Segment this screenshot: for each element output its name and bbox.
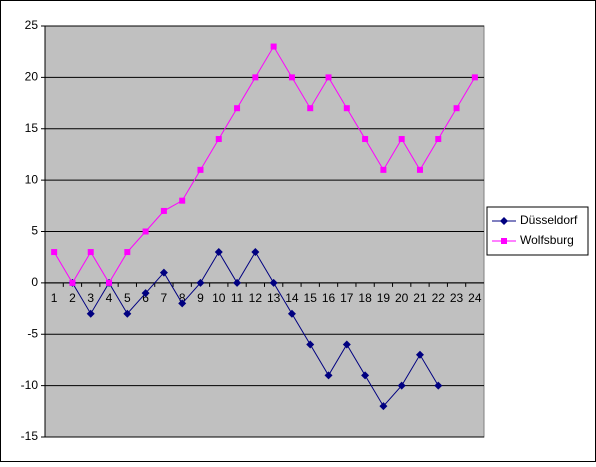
data-point [269,278,278,287]
data-point [51,249,58,256]
data-point [142,228,149,235]
y-tick-label: 15 [25,121,39,135]
x-tick-label: 4 [106,291,113,305]
data-point [215,136,222,143]
x-tick-label: 17 [340,291,354,305]
data-point [197,166,204,173]
x-tick-label: 1 [51,291,58,305]
x-tick-label: 19 [377,291,391,305]
x-tick-label: 12 [249,291,263,305]
data-point [342,340,351,349]
x-tick-label: 24 [468,291,482,305]
data-point [178,299,187,308]
data-point [86,309,95,318]
y-tick-label: -10 [21,378,39,392]
data-point [123,309,132,318]
data-point [252,74,259,81]
data-point [251,248,260,257]
x-tick-label: 11 [231,291,244,305]
y-tick-label: -15 [21,429,39,443]
x-tick-label: 21 [413,291,427,305]
data-point [434,381,443,390]
data-point [141,289,150,298]
data-point [106,279,113,286]
legend-marker [501,238,507,244]
data-point [379,402,388,411]
data-point [179,197,186,204]
x-tick-label: 16 [322,291,336,305]
data-point [124,249,131,256]
data-point [287,309,296,318]
data-point [196,278,205,287]
legend-box [486,206,589,256]
x-tick-label: 7 [161,291,168,305]
x-tick-label: 6 [142,291,149,305]
data-point [343,105,350,112]
data-point [324,371,333,380]
y-tick-label: 5 [31,224,38,238]
x-tick-label: 14 [285,291,299,305]
data-point [270,43,277,50]
x-tick-label: 2 [69,291,76,305]
data-point [288,74,295,81]
data-point [398,136,405,143]
data-point [325,74,332,81]
y-tick-label: 10 [25,172,39,186]
data-point [471,74,478,81]
x-tick-label: 8 [179,291,186,305]
data-point [453,105,460,112]
data-point [69,279,76,286]
data-point [234,105,241,112]
x-tick-label: 5 [124,291,131,305]
y-tick-label: 0 [31,275,38,289]
data-point [233,278,242,287]
x-tick-label: 9 [197,291,204,305]
x-tick-label: 3 [87,291,94,305]
data-point [397,381,406,390]
y-tick-label: 25 [25,18,39,32]
data-point [160,207,167,214]
x-tick-label: 13 [267,291,281,305]
legend-marker [500,217,508,225]
data-point [380,166,387,173]
x-tick-label: 10 [212,291,226,305]
data-point [415,350,424,359]
series-line [53,45,476,284]
data-point [306,340,315,349]
data-point [362,136,369,143]
data-point [435,136,442,143]
data-point [87,249,94,256]
x-tick-label: 15 [304,291,318,305]
data-point [307,105,314,112]
legend-label: Wolfsburg [520,233,574,247]
data-point [159,268,168,277]
x-tick-label: 22 [432,291,446,305]
data-point [416,166,423,173]
y-tick-label: 20 [25,70,39,84]
y-tick-label: -5 [27,326,38,340]
data-point [361,371,370,380]
legend-label: Düsseldorf [520,213,578,227]
x-tick-label: 20 [395,291,409,305]
x-tick-label: 23 [450,291,464,305]
data-point [214,248,223,257]
x-tick-label: 18 [358,291,372,305]
